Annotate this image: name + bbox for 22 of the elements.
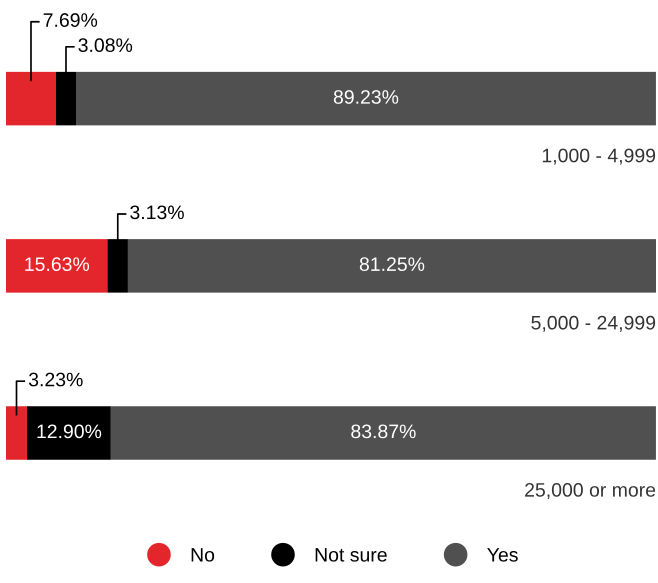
data-label: 81.25% [360, 257, 424, 272]
bar [76, 72, 656, 126]
data-label: 83.87% [351, 424, 416, 438]
legend-label: Not sure [316, 548, 387, 562]
bar [6, 239, 108, 293]
bar [6, 72, 56, 126]
legend-label: Yes [487, 548, 518, 562]
data-label: 15.63% [25, 257, 90, 272]
bar [6, 406, 27, 460]
data-label: 12.90% [37, 424, 102, 438]
data-label: 89.23% [334, 90, 398, 104]
data-label: 7.69% [44, 13, 98, 27]
legend-label: No [192, 548, 214, 562]
data-label: 3.23% [28, 372, 83, 386]
data-label: 3.13% [130, 205, 184, 220]
bar [110, 406, 656, 460]
y-tick-label: 5,000 - 24,999 [531, 316, 656, 332]
y-tick-label: 25,000 or more [525, 482, 656, 500]
bar [128, 239, 656, 293]
data-label: 3.08% [78, 38, 132, 52]
y-tick-label: 1,000 - 4,999 [542, 148, 656, 165]
bar [26, 406, 111, 460]
